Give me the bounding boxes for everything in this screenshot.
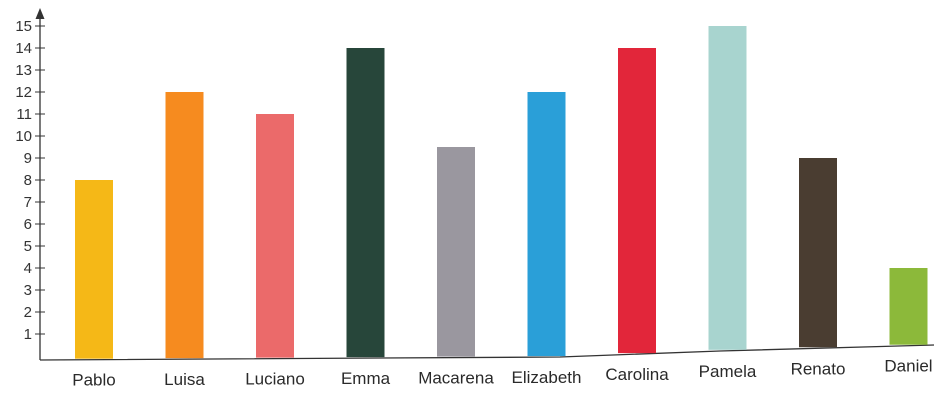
y-tick-label: 8 — [24, 172, 32, 189]
y-tick-label: 4 — [24, 260, 32, 277]
y-tick-label: 6 — [24, 216, 32, 233]
y-tick-label: 2 — [24, 304, 32, 321]
category-label-luisa: Luisa — [164, 370, 205, 389]
y-tick-label: 12 — [15, 84, 32, 101]
y-tick-label: 9 — [24, 150, 32, 167]
category-label-renato: Renato — [791, 359, 846, 378]
y-tick-label: 10 — [15, 128, 32, 145]
y-tick-label: 1 — [24, 326, 32, 343]
bar-pamela — [708, 26, 747, 350]
y-tick-label: 5 — [24, 238, 32, 255]
bar-macarena — [437, 147, 475, 357]
bars — [75, 26, 928, 359]
x-axis — [39, 344, 935, 361]
bar-carolina — [618, 48, 656, 354]
category-label-macarena: Macarena — [418, 369, 494, 388]
bar-elizabeth — [527, 92, 566, 357]
y-tick-label: 3 — [24, 282, 32, 299]
bar-luisa — [165, 92, 204, 359]
y-axis-arrow-icon — [35, 8, 45, 19]
category-label-luciano: Luciano — [245, 370, 305, 389]
category-label-elizabeth: Elizabeth — [512, 368, 582, 387]
category-label-pamela: Pamela — [699, 362, 757, 381]
y-tick-label: 14 — [15, 40, 32, 57]
y-tick-label: 11 — [16, 106, 32, 123]
category-labels: Pablo Luisa Luciano Emma Macarena Elizabeth Ca… — [72, 357, 932, 390]
category-label-pablo: Pablo — [72, 371, 115, 390]
bar-emma — [346, 48, 385, 358]
axes — [35, 8, 935, 361]
y-tick-label: 15 — [15, 18, 32, 35]
bar-daniel — [889, 268, 928, 345]
bar-luciano — [256, 114, 294, 358]
category-label-emma: Emma — [341, 369, 391, 388]
category-label-daniel: Daniel — [884, 357, 932, 376]
category-label-carolina: Carolina — [605, 365, 669, 384]
y-tick-label: 13 — [15, 62, 32, 79]
bar-pablo — [75, 180, 113, 359]
bar-renato — [799, 158, 837, 348]
y-tick-label: 7 — [24, 194, 32, 211]
